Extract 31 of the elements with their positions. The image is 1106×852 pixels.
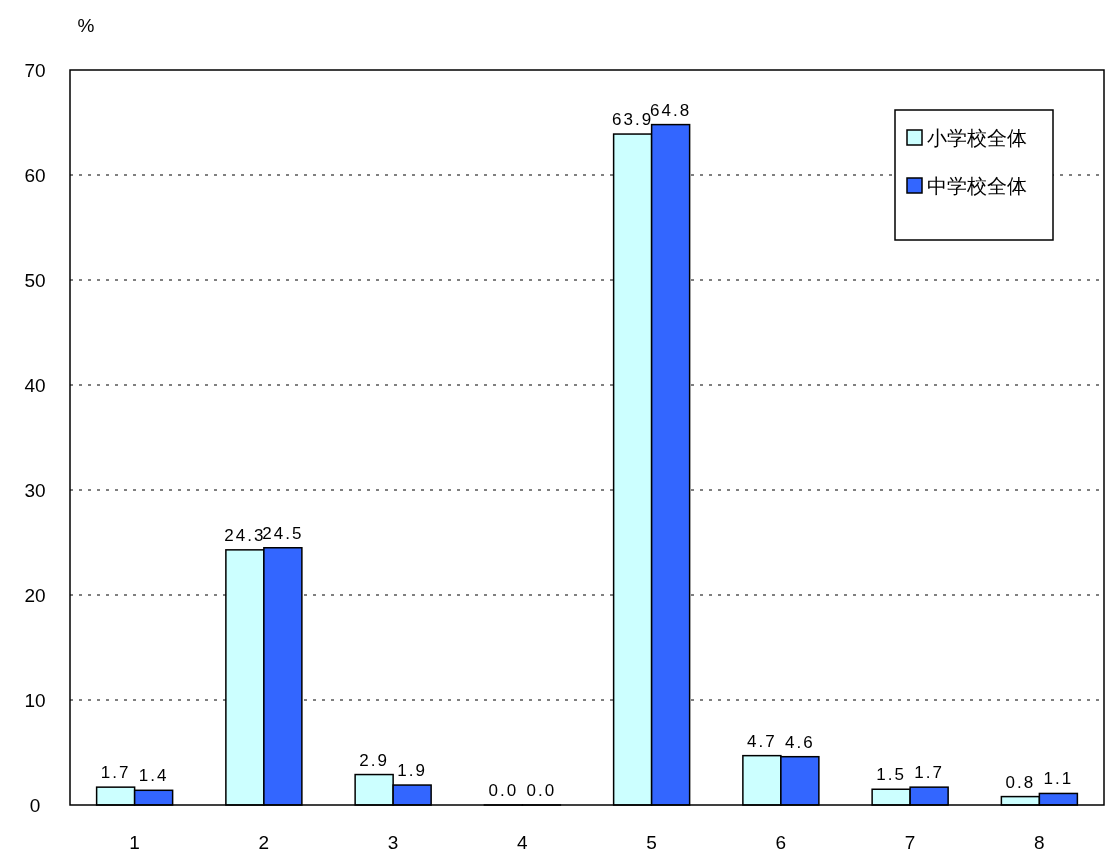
x-tick-label: 7 [904,832,916,852]
data-label: 0.0 [488,781,519,800]
data-label: 2.9 [359,750,389,770]
x-tick-label: 1 [129,832,140,852]
data-label: 0.0 [526,781,557,800]
data-label: 1.4 [138,766,169,786]
y-tick-label: 40 [24,375,46,396]
x-tick-label: 2 [258,832,270,852]
y-tick-label: 50 [24,270,46,291]
y-tick-label: 0 [29,795,41,816]
data-label: 4.6 [785,732,815,752]
x-tick-label: 6 [775,832,787,852]
legend-label: 小学校全体 [927,127,1027,149]
data-label: 1.9 [397,761,427,781]
y-tick-label: 70 [24,60,46,81]
y-tick-label: 10 [24,690,46,711]
data-label: 0.8 [1005,772,1036,792]
x-tick-label: 5 [646,832,657,852]
y-tick-label: 20 [24,585,46,606]
data-label: 1.7 [100,763,131,783]
data-label: 1.1 [1043,769,1074,789]
y-tick-label: 30 [24,480,46,501]
data-label: 4.7 [747,731,777,751]
legend-label: 中学校全体 [927,175,1027,197]
x-tick-label: 8 [1034,832,1045,852]
y-tick-label: 60 [24,165,46,186]
y-axis-title: % [77,15,95,36]
data-label: 1.5 [876,765,906,785]
data-label: 1.7 [914,763,944,783]
x-tick-label: 4 [517,832,529,852]
x-tick-label: 3 [387,832,399,852]
